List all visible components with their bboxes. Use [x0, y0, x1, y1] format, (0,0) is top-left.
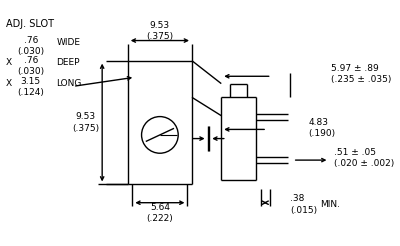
Text: WIDE: WIDE [56, 38, 80, 47]
Text: .38
(.015): .38 (.015) [290, 195, 317, 215]
Text: 5.97 ± .89
(.235 ± .035): 5.97 ± .89 (.235 ± .035) [331, 64, 392, 84]
Text: DEEP: DEEP [56, 58, 80, 67]
Text: 3.15
(.124): 3.15 (.124) [17, 77, 44, 97]
Text: X: X [6, 58, 12, 67]
Text: .51 ± .05
(.020 ± .002): .51 ± .05 (.020 ± .002) [334, 148, 394, 168]
Text: 9.53
(.375): 9.53 (.375) [146, 21, 174, 41]
Text: LONG: LONG [56, 79, 82, 88]
Text: MIN.: MIN. [320, 200, 340, 209]
Text: .76
(.030): .76 (.030) [17, 36, 44, 56]
Text: 4.83
(.190): 4.83 (.190) [308, 118, 336, 138]
Text: 5.64
(.222): 5.64 (.222) [146, 203, 173, 223]
Text: X: X [6, 79, 12, 88]
Text: 9.53
(.375): 9.53 (.375) [72, 112, 99, 133]
Text: .76
(.030): .76 (.030) [17, 56, 44, 76]
Text: ADJ. SLOT: ADJ. SLOT [6, 19, 54, 30]
